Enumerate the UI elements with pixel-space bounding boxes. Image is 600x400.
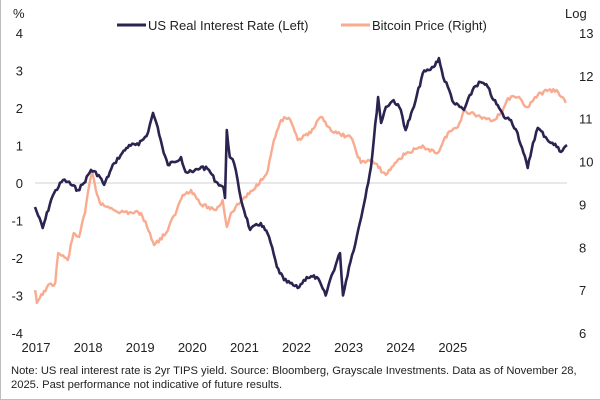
x-tick-label: 2018 <box>74 340 103 355</box>
left-axis-ticks: 4 3 2 1 0 -1 -2 -3 -4 <box>11 26 23 341</box>
right-tick-label: 12 <box>579 69 593 84</box>
x-axis-ticks: 2017 2018 2019 2020 2021 2022 2023 2024 2025 <box>22 340 468 355</box>
left-tick-label: -1 <box>11 214 23 229</box>
legend: US Real Interest Rate (Left) Bitcoin Pri… <box>117 18 487 33</box>
footnote: Note: US real interest rate is 2yr TIPS … <box>11 365 577 391</box>
series-line-bitcoin <box>33 87 567 305</box>
right-tick-label: 7 <box>579 283 586 298</box>
right-tick-label: 8 <box>579 240 586 255</box>
x-tick-label: 2020 <box>178 340 207 355</box>
left-tick-label: 0 <box>16 176 23 191</box>
legend-label-real-rate: US Real Interest Rate (Left) <box>148 18 308 33</box>
legend-label-bitcoin: Bitcoin Price (Right) <box>372 18 487 33</box>
left-tick-label: -2 <box>11 251 23 266</box>
left-tick-label: 4 <box>16 26 23 41</box>
right-axis-ticks: 13 12 11 10 9 8 7 6 <box>579 26 593 341</box>
x-tick-label: 2023 <box>334 340 363 355</box>
x-tick-label: 2019 <box>126 340 155 355</box>
x-tick-label: 2022 <box>282 340 311 355</box>
left-axis-label: % <box>13 6 25 21</box>
right-tick-label: 9 <box>579 197 586 212</box>
right-axis-label: Log <box>565 6 587 21</box>
left-tick-label: 1 <box>16 139 23 154</box>
right-tick-label: 13 <box>579 26 593 41</box>
series-line-real-rate <box>33 56 568 297</box>
left-tick-label: -4 <box>11 326 23 341</box>
series-group <box>33 56 568 305</box>
x-tick-label: 2017 <box>22 340 51 355</box>
right-tick-label: 11 <box>579 112 593 127</box>
left-tick-label: 2 <box>16 101 23 116</box>
right-tick-label: 6 <box>579 326 586 341</box>
x-tick-label: 2024 <box>386 340 415 355</box>
x-tick-label: 2025 <box>438 340 467 355</box>
right-tick-label: 10 <box>579 155 593 170</box>
left-tick-label: 3 <box>16 64 23 79</box>
left-tick-label: -3 <box>11 289 23 304</box>
x-tick-label: 2021 <box>230 340 259 355</box>
